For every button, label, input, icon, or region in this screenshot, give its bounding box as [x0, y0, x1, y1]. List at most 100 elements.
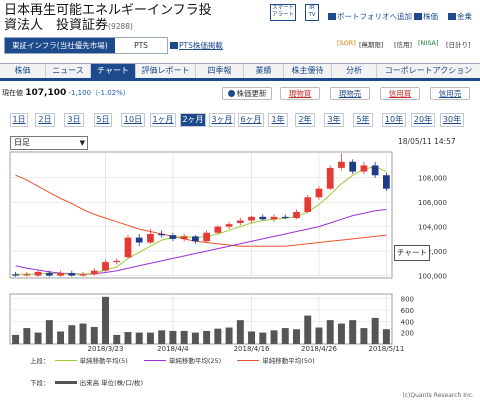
- market-pts[interactable]: PTS: [134, 41, 148, 50]
- period-20y[interactable]: 20年: [411, 113, 435, 127]
- chart-button[interactable]: チャート: [394, 245, 430, 261]
- period-10d[interactable]: 10日: [121, 113, 145, 127]
- period-3m[interactable]: 3ヶ月: [209, 113, 235, 127]
- period-1d[interactable]: 1日: [10, 113, 28, 127]
- x-tick-label: 2018/4/4: [157, 345, 189, 353]
- finance-link[interactable]: 金乗: [448, 11, 472, 22]
- chart-datetime: 18/05/11 14:57: [398, 137, 456, 146]
- volume-bar: [259, 332, 267, 344]
- update-price-button[interactable]: 株価更新: [222, 87, 272, 100]
- ma25-legend-line: [143, 360, 166, 361]
- period-1m[interactable]: 1ヶ月: [150, 113, 176, 127]
- period-30y[interactable]: 30年: [440, 113, 464, 127]
- legend-upper: 上段： 単純移動平均(5) 単純移動平均(25) 単純移動平均(50): [30, 357, 315, 365]
- candle-body: [12, 274, 19, 276]
- volume-bar: [191, 332, 199, 344]
- period-3d[interactable]: 3日: [64, 113, 84, 127]
- period-2m[interactable]: 2ヶ月: [180, 113, 206, 127]
- ma50-line: [15, 174, 387, 247]
- smart-alert-button[interactable]: スマート アラート: [270, 4, 296, 21]
- candle-body: [338, 161, 345, 168]
- volume-tick-label: 600: [401, 307, 414, 315]
- candle-body: [147, 233, 154, 243]
- volume-bar: [360, 328, 368, 344]
- period-2d[interactable]: 2日: [35, 113, 55, 127]
- period-6m[interactable]: 6ヶ月: [238, 113, 264, 127]
- volume-bar: [270, 330, 278, 344]
- nav-rating-report[interactable]: 評価レポート: [136, 64, 196, 78]
- nav-chart[interactable]: チャート: [91, 64, 136, 78]
- ma50-legend-line: [237, 360, 260, 361]
- period-1y[interactable]: 1年: [268, 113, 288, 127]
- stock-code: (9288): [108, 22, 133, 31]
- legend-lower: 下段： 出来高 単位(株/口/枚): [30, 379, 144, 387]
- candle-body: [326, 167, 334, 189]
- candle-body: [214, 226, 222, 233]
- volume-bar: [371, 317, 379, 344]
- title-line-1: 日本再生可能エネルギーインフラ投: [4, 3, 212, 18]
- tag-unlimited: [無期限]: [359, 41, 384, 49]
- volume-tick-label: 200: [401, 330, 414, 338]
- volume-tick-label: 400: [401, 318, 414, 326]
- market-tse-infra[interactable]: 東証インフラ(当社優先市場): [5, 38, 115, 53]
- candle-body: [236, 220, 244, 223]
- volume-bar: [225, 327, 233, 344]
- interval-select[interactable]: 日足 ▼: [10, 136, 88, 150]
- volume-bar: [57, 331, 65, 344]
- volume-bar: [304, 315, 312, 344]
- volume-bar: [23, 328, 31, 344]
- ma25-legend-label: 単純移動平均(25): [168, 357, 222, 365]
- candle-body: [90, 270, 98, 275]
- sell-margin-button[interactable]: 信用売: [430, 87, 470, 100]
- volume-bar: [315, 327, 323, 344]
- candle-body: [383, 175, 390, 189]
- chevron-down-icon: ▼: [79, 139, 85, 147]
- nav-shikiho[interactable]: 四季報: [196, 64, 244, 78]
- volume-bar: [248, 331, 256, 344]
- nav-analysis[interactable]: 分析: [332, 64, 377, 78]
- tag-nisa: [NISA]: [418, 39, 439, 47]
- period-5y[interactable]: 5年: [353, 113, 373, 127]
- candle-body: [57, 273, 64, 276]
- volume-bar: [146, 332, 154, 344]
- candle-body: [169, 235, 177, 239]
- volume-legend-line: [54, 381, 77, 384]
- volume-bar: [214, 328, 222, 344]
- nav-shareholder-benefits[interactable]: 株主優待: [284, 64, 332, 78]
- copyright: (c)Quants Research Inc.: [402, 392, 474, 399]
- volume-bar: [281, 328, 289, 344]
- candle-body: [371, 165, 379, 176]
- x-tick-label: 2018/4/26: [301, 345, 337, 353]
- volume-bar: [135, 332, 143, 344]
- period-10y[interactable]: 10年: [382, 113, 406, 127]
- candle-body: [192, 236, 199, 242]
- nav-earnings[interactable]: 業績: [244, 64, 284, 78]
- candle-body: [281, 216, 289, 219]
- stock-price-link[interactable]: 株価: [414, 11, 438, 22]
- volume-bar: [34, 332, 42, 344]
- candle-body: [180, 236, 188, 239]
- nav-corporate-action[interactable]: コーポレートアクション: [384, 66, 473, 75]
- sell-spot-button[interactable]: 現物売: [330, 87, 370, 100]
- x-tick-label: 2018/4/16: [234, 345, 270, 353]
- period-3y[interactable]: 3年: [324, 113, 344, 127]
- buy-margin-button[interactable]: 信用買: [380, 87, 420, 100]
- volume-pane-frame: [9, 293, 393, 345]
- ma5-legend-label: 単純移動平均(5): [79, 357, 128, 365]
- period-5d[interactable]: 5日: [94, 113, 112, 127]
- nav-news[interactable]: ニュース: [46, 64, 91, 78]
- ma5-legend-line: [54, 360, 77, 361]
- candle-body: [45, 273, 53, 276]
- tag-sor: [SOR]: [337, 39, 356, 47]
- market-selector: 東証インフラ(当社優先市場) PTS: [4, 37, 168, 54]
- period-2y[interactable]: 2年: [295, 113, 315, 127]
- volume-bar: [349, 320, 357, 344]
- pts-icon: [170, 42, 178, 49]
- buy-spot-button[interactable]: 現物買: [280, 87, 320, 100]
- pts-price-link[interactable]: PTS株価掲載: [170, 40, 223, 51]
- volume-bar: [293, 329, 300, 344]
- ir-tv-button[interactable]: IR TV: [305, 4, 319, 21]
- nav-stock-price[interactable]: 株価: [0, 64, 46, 78]
- portfolio-add-link[interactable]: ポートフォリオへ追加: [328, 11, 412, 22]
- candle-body: [349, 161, 357, 172]
